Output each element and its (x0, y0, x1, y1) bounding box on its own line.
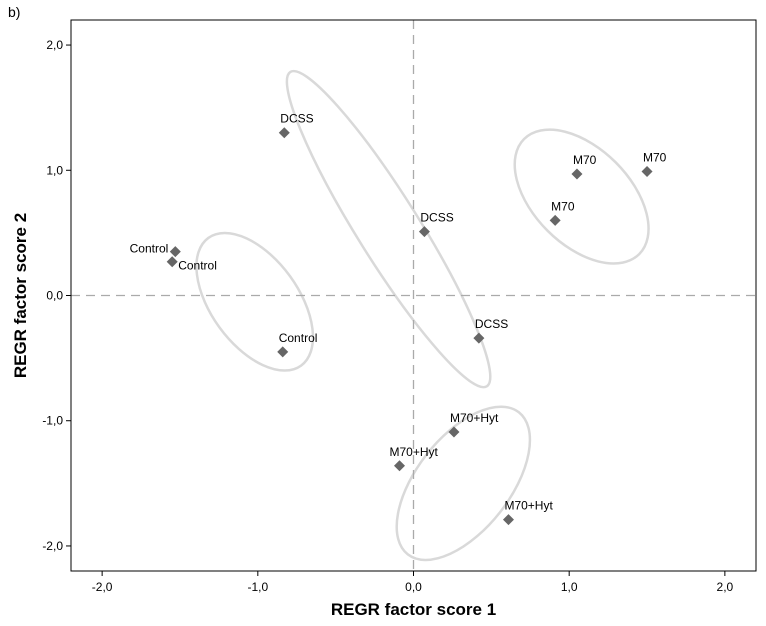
reference-lines (71, 20, 756, 571)
x-tick-label: -1,0 (247, 580, 268, 594)
data-point-control (169, 246, 181, 258)
panel-label: b) (8, 4, 21, 20)
y-tick-label: 0,0 (46, 289, 63, 303)
x-tick-label: 1,0 (561, 580, 578, 594)
data-point-control (277, 346, 289, 358)
y-tick-label: -2,0 (42, 539, 63, 553)
data-point-label: M70 (573, 153, 597, 167)
data-point-label: DCSS (280, 112, 313, 126)
data-point-label: Control (279, 331, 318, 345)
x-tick-label: -2,0 (92, 580, 113, 594)
data-point-m70 (571, 168, 583, 180)
x-tick-label: 2,0 (717, 580, 734, 594)
data-point-label: Control (130, 242, 169, 256)
data-point-label: DCSS (420, 211, 453, 225)
point-labels: DCSS DCSS DCSS M70 M70 M70 Control Control Contr… (130, 112, 667, 513)
data-point-label: Control (178, 259, 217, 273)
x-axis-title: REGR factor score 1 (331, 600, 496, 619)
group-ellipses (195, 69, 650, 562)
data-point-m70 (549, 214, 561, 226)
data-point-dcss (278, 127, 290, 139)
data-point-label: DCSS (475, 317, 508, 331)
group-ellipse-control (195, 231, 315, 372)
data-point-control (166, 256, 178, 268)
data-point-m70-hyt (448, 426, 460, 438)
group-ellipse-m70-hyt (395, 405, 532, 562)
y-axis-title: REGR factor score 2 (11, 213, 30, 378)
data-point-label: M70 (643, 151, 667, 165)
data-point-label: M70 (551, 199, 575, 213)
data-point-m70-hyt (502, 514, 514, 526)
axes: -2,0 -1,0 0,0 1,0 2,0 2,0 1,0 0,0 -1,0 -2,0 (42, 19, 757, 594)
y-tick-label: -1,0 (42, 414, 63, 428)
data-point-m70-hyt (393, 460, 405, 472)
group-ellipse-m70 (513, 128, 650, 265)
y-tick-label: 1,0 (46, 163, 63, 177)
data-point-m70 (641, 166, 653, 178)
y-tick-label: 2,0 (46, 38, 63, 52)
data-point-label: M70+Hyt (450, 411, 499, 425)
data-points (166, 127, 653, 526)
x-tick-label: 0,0 (405, 580, 422, 594)
data-point-label: M70+Hyt (504, 499, 553, 513)
data-point-dcss (418, 226, 430, 238)
data-point-label: M70+Hyt (389, 445, 438, 459)
group-ellipse-dcss (285, 69, 492, 389)
data-point-dcss (473, 332, 485, 344)
